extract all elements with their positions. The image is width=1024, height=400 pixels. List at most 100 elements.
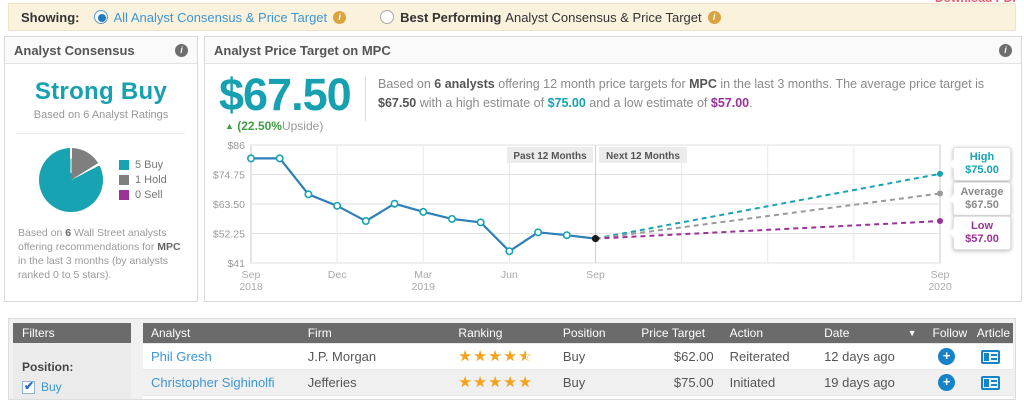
legend-swatch xyxy=(119,190,129,200)
desc-text: in the last 3 months. The average price … xyxy=(716,77,985,91)
desc-analyst-count: 6 analysts xyxy=(434,77,495,91)
analyst-ratings-table: Analyst Firm Ranking Position Price Target Ac… xyxy=(143,323,1013,399)
column-header-label: Firm xyxy=(307,326,332,340)
analyst-link[interactable]: Christopher Sighinolfi xyxy=(151,375,275,390)
footnote-text: Based on xyxy=(18,227,66,239)
follow-cell: + xyxy=(924,369,969,396)
column-header-analyst[interactable]: Analyst xyxy=(143,323,300,344)
download-pdf-link[interactable]: Download PDF xyxy=(935,0,1020,5)
column-header-price-target[interactable]: Price Target xyxy=(633,323,722,344)
ranking-cell: ☆★☆☆☆☆ xyxy=(450,395,555,399)
price-target-cell: $62.00 xyxy=(633,343,722,370)
info-icon[interactable]: i xyxy=(333,10,347,24)
radio-unselected-icon[interactable] xyxy=(380,10,395,24)
price-target-description: Based on 6 analysts offering 12 month pr… xyxy=(378,75,1003,113)
star-rating: ☆★☆★☆★☆★☆★ xyxy=(458,374,533,391)
average-target-label: Average $67.50 xyxy=(949,182,1011,216)
column-header-label: Article xyxy=(976,326,1011,340)
column-header-label: Price Target xyxy=(641,326,706,340)
analyst-consensus-panel: Analyst Consensus i Strong Buy Based on … xyxy=(4,36,198,302)
radio-selected-icon[interactable] xyxy=(93,10,108,24)
filters-panel: Filters Position: BuyHold xyxy=(13,323,131,399)
legend-label: 1 Hold xyxy=(135,174,167,186)
column-header-follow[interactable]: Follow xyxy=(924,323,969,344)
column-header-action[interactable]: Action xyxy=(721,323,817,344)
star-rating: ☆★☆★☆★☆★☆★ xyxy=(458,348,533,365)
action-cell: Reiterated xyxy=(721,395,817,399)
consensus-panel-header: Analyst Consensus i xyxy=(5,37,197,64)
star-icon: ☆★ xyxy=(518,375,532,390)
star-icon: ☆★ xyxy=(473,349,487,364)
consensus-subtitle: Based on 6 Analyst Ratings xyxy=(33,109,169,121)
follow-button[interactable]: + xyxy=(938,374,956,391)
column-header-label: Action xyxy=(729,326,763,340)
column-header-label: Follow xyxy=(932,326,968,340)
price-target-cell: $57.00 xyxy=(633,395,722,399)
option-best-bold-label: Best Performing xyxy=(400,9,502,25)
upside-suffix: Upside) xyxy=(281,119,324,133)
article-cell xyxy=(968,395,1013,399)
star-icon: ☆★ xyxy=(458,375,472,390)
svg-text:Sep: Sep xyxy=(931,269,950,281)
ranking-cell: ☆★☆★☆★☆★☆★ xyxy=(450,369,555,396)
checkbox-checked-icon[interactable] xyxy=(22,379,35,394)
svg-text:Jun: Jun xyxy=(501,269,518,281)
svg-text:$86: $86 xyxy=(227,140,245,152)
date-cell: 19 days ago xyxy=(816,369,925,396)
legend-label: 0 Sell xyxy=(135,189,163,201)
analyst-table-section: Filters Position: BuyHold Analyst Firm Ran… xyxy=(8,318,1016,400)
price-target-chart: $86 $74.75 $63.50 $52.25 $41 Sep 2018 Dec Mar 201… xyxy=(207,135,1017,299)
price-target-panel: Analyst Price Target on MPC i $67.50 ▲ (… xyxy=(204,36,1022,302)
firm-cell: J.P. Morgan xyxy=(299,343,451,370)
pie-legend: 5 Buy 1 Hold 0 Sell xyxy=(119,156,167,204)
firm-cell: Cowen & Co. xyxy=(299,395,451,399)
info-icon[interactable]: i xyxy=(707,10,721,24)
desc-text: offering 12 month price targets for xyxy=(494,77,690,91)
action-cell: Initiated xyxy=(721,369,817,396)
svg-text:Sep: Sep xyxy=(586,269,605,281)
article-cell xyxy=(968,369,1013,396)
legend-item: 0 Sell xyxy=(119,189,167,201)
svg-text:2019: 2019 xyxy=(412,281,436,293)
filter-checkbox-buy[interactable]: Buy xyxy=(22,379,131,394)
footnote-text: Wall Street analysts offering recommenda… xyxy=(18,227,167,253)
svg-text:$52.25: $52.25 xyxy=(213,229,245,241)
desc-average: $67.50 xyxy=(378,96,417,110)
option-all-label: All Analyst Consensus & Price Target xyxy=(113,9,328,25)
column-header-ranking[interactable]: Ranking xyxy=(450,323,555,344)
average-price: $67.50 xyxy=(965,199,999,211)
article-icon[interactable] xyxy=(981,350,1001,365)
desc-text: and a low estimate of xyxy=(585,96,711,110)
follow-button[interactable]: + xyxy=(938,348,956,365)
consensus-footnote: Based on 6 Wall Street analysts offering… xyxy=(5,212,197,282)
column-header-article[interactable]: Article xyxy=(968,323,1013,344)
analyst-link[interactable]: Phil Gresh xyxy=(151,349,212,364)
follow-cell: + xyxy=(924,343,969,370)
svg-text:Sep: Sep xyxy=(242,269,261,281)
consensus-rating: Strong Buy xyxy=(34,78,168,105)
column-header-label: Analyst xyxy=(151,326,191,340)
table-row: Christopher Sighinolfi Jefferies ☆ ★ ☆ ★ ☆ ★ ☆ ★ ☆… xyxy=(143,369,1013,396)
desc-low: $57.00 xyxy=(710,96,750,110)
up-arrow-icon: ▲ xyxy=(225,121,234,131)
svg-text:Past 12 Months: Past 12 Months xyxy=(513,151,587,162)
position-filter-label: Position: xyxy=(22,360,74,374)
column-header-firm[interactable]: Firm xyxy=(299,323,451,344)
column-header-position[interactable]: Position xyxy=(554,323,634,344)
article-icon[interactable] xyxy=(981,376,1001,391)
info-icon[interactable]: i xyxy=(999,43,1012,57)
option-best-performing[interactable]: Best Performing Analyst Consensus & Pric… xyxy=(380,9,721,25)
position-cell: Hold xyxy=(554,395,634,399)
info-icon[interactable]: i xyxy=(175,43,188,57)
star-icon: ☆★ xyxy=(488,349,502,364)
svg-text:Dec: Dec xyxy=(328,269,347,281)
column-header-date[interactable]: Date ▼ xyxy=(816,323,925,344)
low-target-label: Low $57.00 xyxy=(949,216,1011,250)
option-all-consensus[interactable]: All Analyst Consensus & Price Target i xyxy=(93,9,347,25)
article-cell xyxy=(968,343,1013,370)
star-icon: ☆★ xyxy=(518,349,532,364)
follow-cell: + xyxy=(924,395,969,399)
sort-desc-icon[interactable]: ▼ xyxy=(907,328,917,338)
